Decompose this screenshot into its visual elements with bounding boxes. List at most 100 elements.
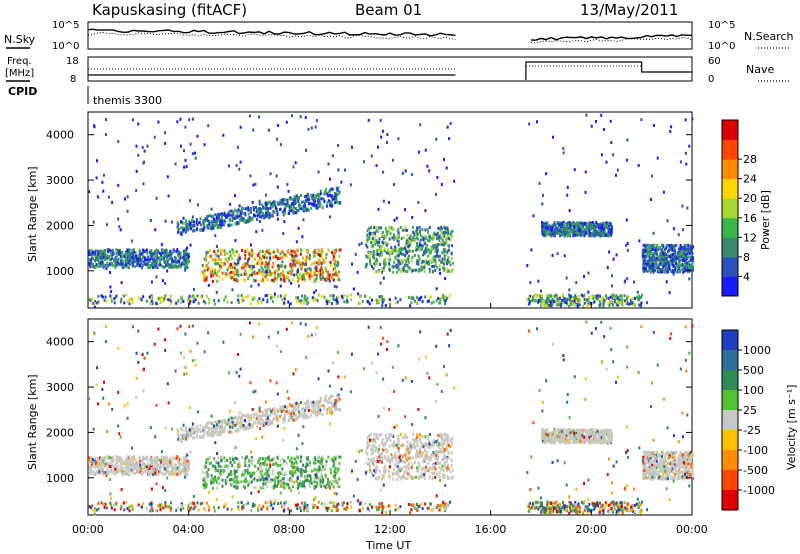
power-cell [329,193,332,197]
power-cell [186,257,189,261]
velocity-cell [100,463,103,467]
velocity-cell [119,461,122,465]
power-cell [241,248,244,252]
power-cell [303,277,306,281]
power-cell [411,225,414,229]
power-cell [139,256,142,260]
velocity-cell [133,457,136,461]
velocity-cell [182,506,185,510]
power-cell [338,248,341,252]
power-cell [164,131,167,135]
power-cell [663,255,666,259]
power-cell [665,253,668,257]
power-cell [638,303,641,307]
power-cell [279,208,282,212]
power-cell [277,264,280,268]
power-cell [251,271,254,275]
power-cell [105,267,108,271]
velocity-cell [267,419,270,423]
velocity-cell [437,503,440,507]
velocity-cell [237,505,240,509]
power-cell [119,300,122,304]
power-cell [222,133,225,137]
power-cell [336,272,339,276]
power-cell [652,260,655,264]
power-cell [613,296,616,300]
power-cell [580,224,583,228]
velocity-cell [253,415,256,419]
velocity-cell [93,509,96,513]
power-cell [158,296,161,300]
power-cell [376,240,379,244]
power-cell [432,246,435,250]
power-cell [404,269,407,273]
power-cell [650,198,653,202]
power-cell [90,256,93,260]
power-cell [226,215,229,219]
power-cell [679,252,682,256]
power-cell [390,226,393,230]
power-cell [559,303,562,307]
velocity-cell [237,501,240,505]
power-cell [265,207,268,211]
power-cell [367,254,370,258]
power-cell [317,262,320,266]
power-cell [273,277,276,281]
power-cell [299,248,302,252]
power-cell [124,252,127,256]
power-cell [233,262,236,266]
power-cell [335,273,338,277]
power-cell [204,258,207,262]
power-cell [168,257,171,261]
power-cell [285,203,288,207]
power-cell [441,257,444,261]
power-cell [267,273,270,277]
power-cell [689,258,692,262]
power-cell [301,200,304,204]
power-cell [317,170,320,174]
power-cell [596,232,599,236]
power-cell [163,253,166,257]
power-cell [233,264,236,268]
power-cell [241,206,244,210]
velocity-cell [195,424,198,428]
power-cell [409,304,412,308]
velocity-cell [94,462,97,466]
power-cell [295,272,298,276]
power-cell [375,270,378,274]
power-cell [224,274,227,278]
power-cell [219,264,222,268]
power-cell [249,253,252,257]
power-cell [253,208,256,212]
power-cell [411,295,414,299]
power-cell [447,248,450,252]
power-cell [378,248,381,252]
power-cell [240,212,243,216]
power-cell [187,255,190,259]
power-cell [366,299,369,303]
power-cell [334,259,337,263]
power-cell [567,297,570,301]
power-cell [553,223,556,227]
power-cell [336,188,339,192]
velocity-cell [296,507,299,511]
power-cell [575,223,578,227]
velocity-cell [240,505,243,509]
power-cell [423,260,426,264]
power-cell [233,278,236,282]
power-cell [203,269,206,273]
power-cell [138,254,141,258]
power-cell [332,252,335,256]
power-cell [315,277,318,281]
power-cell [274,206,277,210]
power-cell [657,255,660,259]
power-cell [321,268,324,272]
power-cell [305,270,308,274]
power-cell [255,210,258,214]
power-cell [684,118,687,122]
power-cell [544,300,547,304]
power-cell [119,254,122,258]
velocity-cell [329,400,332,404]
power-cell [245,219,248,223]
power-cell [399,262,402,266]
